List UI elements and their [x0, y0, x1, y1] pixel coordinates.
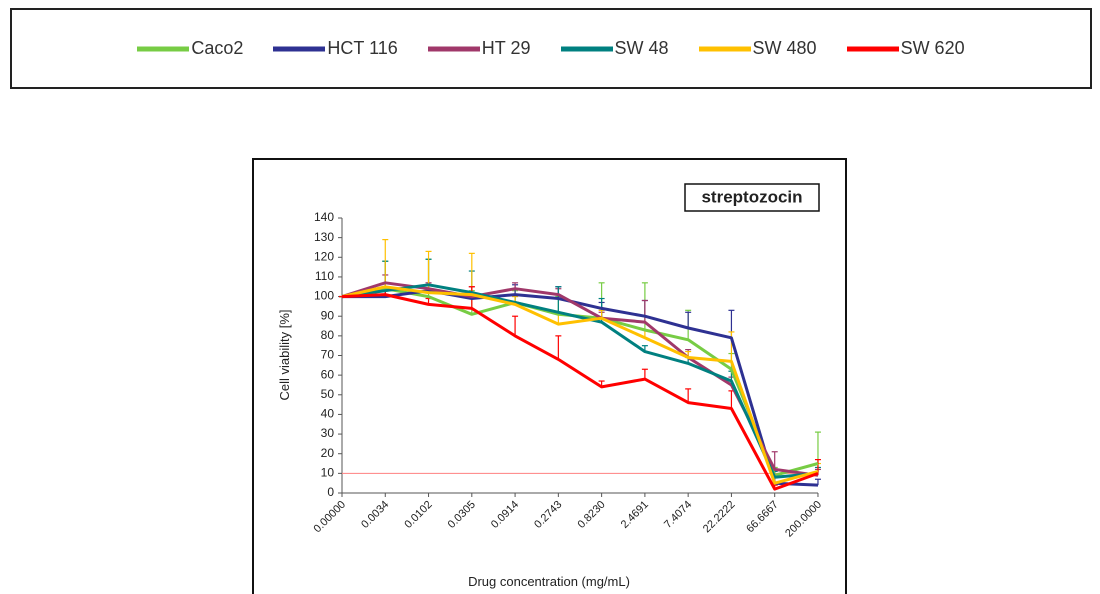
y-tick-label: 120 [314, 249, 334, 263]
legend-label: SW 48 [614, 38, 669, 58]
legend-entry: Caco2 [137, 38, 243, 59]
chart-frame [252, 158, 847, 594]
y-tick-label: 40 [321, 407, 335, 421]
legend-swatch [560, 46, 613, 51]
y-tick-label: 10 [321, 466, 335, 480]
legend-label: HT 29 [481, 38, 531, 58]
series-line [341, 285, 819, 485]
error-bar [555, 335, 562, 360]
title-box [684, 183, 820, 212]
error-bar [814, 459, 821, 474]
y-tick-label: 70 [321, 348, 335, 362]
x-tick-label: 66.6667 [744, 499, 781, 536]
x-tick-label: 0.0914 [489, 499, 521, 531]
x-tick-label: 0.2743 [532, 499, 564, 531]
y-tick-label: 140 [314, 210, 334, 224]
x-axis-label: Drug concentration (mg/mL) [468, 574, 630, 589]
error-bar [512, 315, 519, 336]
y-tick-label: 0 [327, 485, 334, 499]
error-bar [685, 388, 692, 403]
series-line [341, 293, 819, 491]
x-tick-label: 0.0034 [359, 499, 391, 531]
x-tick-label: 0.0102 [402, 499, 434, 531]
series-line [341, 281, 819, 477]
chart-title: streptozocin [701, 187, 802, 206]
error-bar [814, 431, 821, 464]
error-bar [641, 368, 648, 380]
series-line [341, 283, 819, 479]
legend-entry: SW 480 [698, 38, 817, 59]
legend-swatch [846, 46, 899, 51]
legend-entry: HCT 116 [273, 38, 398, 59]
legend-entry: SW 620 [846, 38, 965, 59]
error-bar [382, 239, 389, 287]
y-tick-label: 130 [314, 230, 334, 244]
y-tick-label: 90 [321, 308, 335, 322]
x-tick-label: 2.4691 [619, 499, 651, 531]
x-tick-label: 0.0305 [446, 499, 478, 531]
legend-entry: HT 29 [427, 38, 531, 59]
x-tick-label: 0.00000 [312, 499, 349, 536]
error-bar [641, 299, 648, 323]
y-axis-label: Cell viability [%] [277, 309, 292, 400]
error-bar [728, 390, 735, 409]
legend-entry: SW 48 [560, 38, 669, 59]
y-tick-label: 100 [314, 289, 334, 303]
x-tick-label: 0.8230 [575, 499, 607, 531]
legend-swatch [427, 46, 480, 51]
legend-label: SW 480 [752, 38, 817, 58]
legend-label: SW 620 [900, 38, 965, 58]
legend-label: Caco2 [191, 38, 244, 58]
y-tick-label: 80 [321, 328, 335, 342]
error-bar [685, 311, 692, 328]
y-tick-label: 20 [321, 446, 335, 460]
legend-swatch [698, 46, 751, 51]
y-tick-label: 50 [321, 387, 335, 401]
y-tick-label: 30 [321, 426, 335, 440]
legend-swatch [273, 46, 326, 51]
legend-swatch [137, 46, 190, 51]
y-tick-label: 110 [315, 269, 334, 283]
x-tick-label: 7.4074 [662, 499, 694, 531]
y-tick-label: 60 [321, 367, 335, 381]
legend: Caco2 HCT 116 HT 29 SW 48 SW 480 SW 620 [10, 8, 1092, 89]
legend-label: HCT 116 [327, 38, 398, 58]
x-tick-label: 200.0000 [783, 499, 824, 540]
x-tick-label: 22.2222 [701, 499, 738, 536]
